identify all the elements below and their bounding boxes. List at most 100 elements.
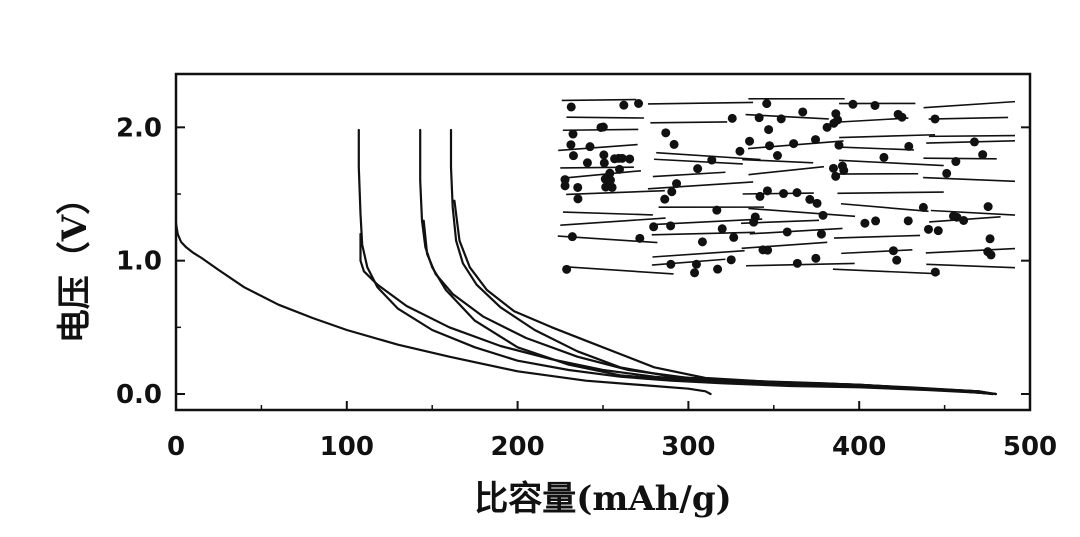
- inset-dot: [727, 113, 737, 123]
- inset-layer-line: [925, 247, 1016, 254]
- inset-dot: [792, 188, 802, 198]
- inset-dot: [949, 211, 959, 221]
- inset-dot: [615, 164, 625, 174]
- inset-layer-line: [749, 227, 843, 235]
- curve-7: [453, 199, 997, 396]
- inset-dot: [983, 202, 993, 212]
- inset-layer-line: [928, 134, 1016, 138]
- inset-layer-line: [566, 189, 665, 196]
- inset-dot: [930, 267, 940, 277]
- y-tick-label: 0.0: [116, 380, 162, 410]
- inset-dot: [918, 202, 928, 212]
- inset-dot: [599, 158, 609, 168]
- x-tick-label: 200: [490, 432, 544, 462]
- inset-dot: [798, 107, 808, 117]
- inset-dot: [607, 182, 617, 192]
- charge-discharge-curves: [174, 128, 997, 396]
- inset-layer-line: [926, 263, 1016, 269]
- inset-dot: [568, 151, 578, 161]
- y-tick-label: 2.0: [116, 113, 162, 143]
- y-axis-title: 电压（V）: [55, 181, 95, 343]
- inset-dot: [600, 174, 610, 184]
- inset-dot: [870, 100, 880, 110]
- inset-layer-line: [558, 143, 638, 152]
- inset-dot: [669, 139, 679, 149]
- inset-dot: [789, 139, 799, 149]
- inset-layer-line: [560, 217, 666, 227]
- inset-dot: [792, 258, 802, 268]
- inset-layer-line: [838, 159, 944, 167]
- inset-dot: [985, 234, 995, 244]
- inset-dot: [834, 140, 844, 150]
- inset-dot: [762, 99, 772, 109]
- inset-dot: [986, 250, 996, 260]
- inset-layer-line: [832, 268, 940, 275]
- inset-dot: [755, 191, 765, 201]
- inset-dot: [617, 153, 627, 163]
- inset-layer-line: [930, 209, 1016, 216]
- inset-dot: [904, 141, 914, 151]
- inset-layer-line: [748, 165, 825, 176]
- inset-layer-line: [565, 266, 674, 275]
- inset-dot: [560, 181, 570, 191]
- inset-layer-line: [652, 171, 726, 178]
- inset-dot: [930, 114, 940, 124]
- curve-2: [357, 128, 994, 396]
- inset-dot: [816, 229, 826, 239]
- inset-dot: [831, 109, 841, 119]
- inset-dot: [903, 216, 913, 226]
- inset-layer-line: [651, 231, 755, 236]
- inset-dot: [610, 154, 620, 164]
- inset-dot: [712, 205, 722, 215]
- inset-dot: [969, 137, 979, 147]
- inset-layer-line: [742, 158, 814, 164]
- y-tick-label: 1.0: [116, 247, 162, 277]
- inset-dot: [726, 255, 736, 265]
- curve-1: [174, 222, 712, 396]
- inset-layer-line: [841, 249, 913, 255]
- inset-dot: [811, 253, 821, 263]
- inset-dot: [582, 158, 592, 168]
- inset-dot: [693, 164, 703, 174]
- inset-dot: [599, 150, 609, 160]
- inset-dot: [749, 217, 759, 227]
- inset-dot: [562, 264, 572, 274]
- inset-dot: [782, 227, 792, 237]
- inset-dot: [625, 154, 635, 164]
- inset-layer-line: [742, 192, 814, 195]
- inset-layer-line: [562, 211, 653, 216]
- inset-layer-line: [647, 101, 754, 105]
- inset-dot: [888, 246, 898, 256]
- inset-layer-line: [835, 146, 914, 151]
- inset-dot: [666, 221, 676, 231]
- inset-layer-line: [652, 249, 745, 258]
- inset-dot: [860, 218, 870, 228]
- inset-dot: [871, 216, 881, 226]
- inset-layer-line: [741, 241, 828, 250]
- inset-dot: [707, 155, 717, 165]
- inset-layer-line: [928, 116, 1009, 120]
- inset-layer-line: [833, 234, 921, 239]
- inset-dot: [666, 259, 676, 269]
- inset-dot: [568, 129, 578, 139]
- inset-dot: [567, 232, 577, 242]
- inset-layer-line: [835, 117, 909, 124]
- inset-dot: [822, 122, 832, 132]
- inset-layer-line: [647, 181, 754, 190]
- inset-dot: [745, 136, 755, 146]
- inset-layer-line: [923, 157, 997, 160]
- inset-dot: [776, 114, 786, 124]
- inset-layer-line: [654, 158, 743, 165]
- inset-dot: [619, 100, 629, 110]
- inset-dot: [779, 189, 789, 199]
- inset-dot: [672, 179, 682, 189]
- inset-dot: [635, 233, 645, 243]
- inset-dot: [897, 112, 907, 122]
- layered-structure-inset: [557, 97, 1016, 278]
- inset-dot: [661, 128, 671, 138]
- inset-dot: [848, 99, 858, 109]
- inset-layer-line: [837, 191, 944, 195]
- inset-layer-line: [566, 116, 645, 119]
- inset-dot: [573, 194, 583, 204]
